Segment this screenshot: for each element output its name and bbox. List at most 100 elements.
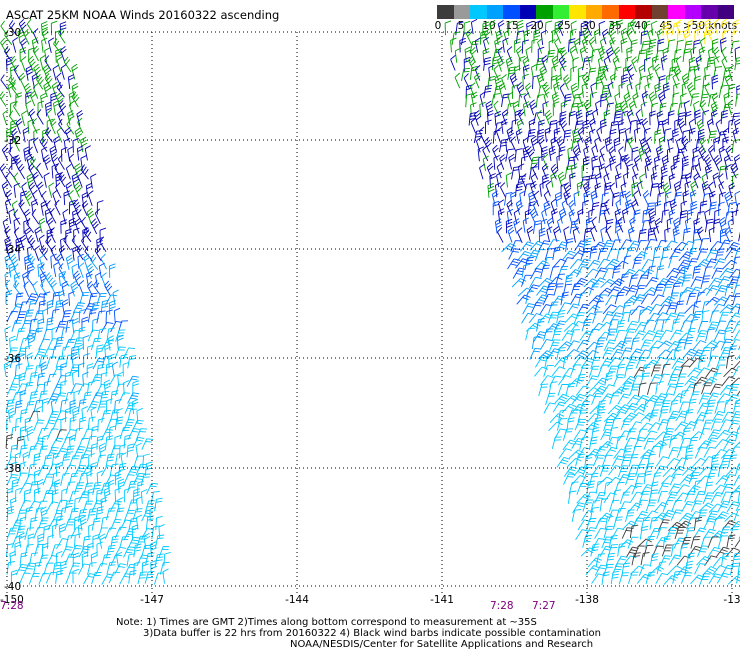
- wind-barb: [651, 330, 664, 342]
- wind-barb: [619, 312, 631, 324]
- wind-barb: [669, 248, 683, 260]
- axis-labels: -150 -147 -144 -141 -138 -13-30-32-34-36-38-4…: [0, 27, 740, 612]
- wind-barb: [701, 300, 712, 314]
- wind-barb: [501, 243, 516, 253]
- wind-barb: [730, 411, 740, 423]
- wind-barb: [686, 292, 697, 306]
- wind-barb: [538, 350, 553, 360]
- wind-barb: [37, 318, 45, 333]
- wind-barb: [97, 417, 105, 432]
- wind-barb: [570, 28, 577, 43]
- wind-barb: [484, 119, 492, 135]
- wind-barb: [727, 276, 740, 288]
- wind-barb: [109, 463, 119, 477]
- wind-barb: [736, 354, 740, 361]
- wind-barb: [489, 173, 497, 188]
- wind-barb: [645, 571, 656, 585]
- wind-barb: [648, 216, 656, 233]
- wind-barb: [696, 226, 704, 243]
- wind-barb: [28, 445, 38, 459]
- wind-barb: [8, 20, 17, 36]
- wind-barb: [516, 118, 524, 135]
- wind-barb: [533, 220, 542, 234]
- wind-barb: [565, 238, 574, 252]
- wind-barb: [522, 145, 530, 162]
- wind-barb: [36, 74, 44, 90]
- wind-barb: [556, 456, 571, 468]
- wind-barb: [513, 64, 521, 81]
- wind-barb: [577, 258, 591, 270]
- wind-barb: [662, 428, 675, 440]
- wind-barb: [701, 382, 712, 395]
- wind-barb: [703, 481, 714, 495]
- wind-barb: [50, 308, 60, 323]
- wind-barb: [602, 304, 617, 315]
- wind-barb: [730, 40, 740, 54]
- wind-barb: [141, 528, 154, 540]
- wind-barb: [37, 100, 45, 116]
- wind-barb: [549, 375, 562, 388]
- wind-barb: [475, 136, 482, 153]
- wind-barb: [533, 190, 540, 207]
- wind-barb: [705, 285, 720, 296]
- wind-barb: [32, 83, 39, 99]
- lat-tick-label: -32: [4, 135, 21, 147]
- wind-barb: [27, 253, 36, 269]
- wind-barb: [525, 290, 535, 305]
- wind-barb: [696, 118, 705, 135]
- wind-barb: [55, 355, 66, 368]
- wind-barb: [11, 200, 18, 217]
- wind-barb: [14, 363, 23, 378]
- legend-swatch: [569, 5, 586, 19]
- wind-barb: [680, 358, 696, 368]
- wind-barb: [494, 37, 501, 54]
- wind-barb: [697, 354, 707, 369]
- wind-barb: [644, 536, 655, 549]
- wind-barb: [665, 383, 678, 395]
- wind-barb: [694, 75, 701, 91]
- wind-barb: [8, 74, 17, 91]
- wind-barb: [87, 309, 97, 323]
- wind-barb: [146, 482, 158, 495]
- wind-barb: [598, 153, 605, 170]
- wind-barb: [126, 375, 139, 388]
- wind-barb: [711, 410, 725, 422]
- wind-barb: [96, 454, 106, 468]
- wind-barb: [604, 446, 618, 458]
- wind-barb: [713, 258, 726, 270]
- wind-barb: [31, 37, 39, 53]
- wind-barb: [727, 419, 740, 432]
- wind-barb: [654, 217, 662, 234]
- wind-barb: [609, 312, 623, 324]
- wind-barb: [622, 445, 633, 458]
- wind-barb: [698, 502, 714, 512]
- wind-barb: [105, 435, 114, 450]
- wind-barb: [553, 320, 567, 332]
- wind-barb: [28, 162, 36, 179]
- wind-barb: [724, 191, 732, 208]
- wind-barb: [559, 117, 568, 134]
- wind-barb: [513, 218, 521, 234]
- wind-barb: [613, 448, 628, 459]
- wind-barb: [642, 319, 655, 332]
- wind-barb: [668, 483, 681, 495]
- wind-barb: [46, 356, 57, 369]
- wind-barb: [556, 418, 567, 431]
- wind-barb: [87, 329, 99, 342]
- wind-barb: [661, 118, 669, 134]
- wind-barb: [662, 82, 670, 98]
- wind-barb: [55, 172, 63, 188]
- wind-barb: [123, 419, 135, 431]
- wind-barb: [87, 562, 97, 576]
- wind-barb: [573, 217, 580, 234]
- wind-barb: [732, 366, 740, 378]
- wind-barb: [627, 571, 639, 584]
- wind-barb: [646, 265, 656, 280]
- wind-barb: [649, 303, 663, 315]
- wind-barb: [581, 72, 590, 89]
- wind-barb: [6, 527, 18, 540]
- wind-barb: [619, 190, 627, 206]
- wind-barb: [656, 561, 667, 575]
- wind-barb: [24, 401, 35, 414]
